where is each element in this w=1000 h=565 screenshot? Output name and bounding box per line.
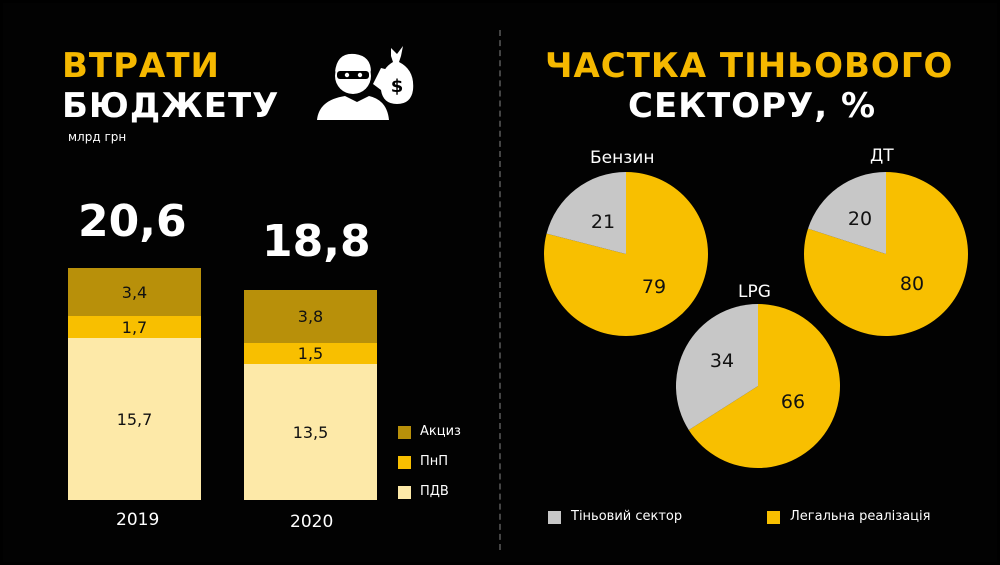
divider: [499, 30, 501, 550]
year-2020: 2020: [290, 512, 334, 532]
bar-2020-akcyz: 3,8: [244, 290, 377, 343]
thief-with-money-bag-icon: $: [317, 46, 414, 120]
pie-name-lpg: LPG: [738, 282, 771, 302]
unit-label: млрд грн: [68, 130, 127, 144]
pie-lpg-legal-slice: [688, 304, 840, 468]
pie-dt-shadow-value: 20: [848, 208, 872, 230]
pie-lpg-shadow-value: 34: [710, 350, 734, 372]
pie-name-benzyn: Бензин: [590, 148, 655, 168]
bar-2019-pnp: 1,7: [68, 316, 201, 338]
right-title-line2: СЕКТОРУ, %: [628, 86, 877, 126]
pie-dt-legal-value: 80: [900, 273, 924, 295]
bar-2020-pdv: 13,5: [244, 364, 377, 500]
bar-2020-pnp-label: 1,5: [297, 344, 324, 363]
legend-legal-swatch: [767, 511, 780, 524]
year-2019: 2019: [116, 510, 160, 530]
bar-2019-pnp-label: 1,7: [121, 317, 148, 337]
legend-legal-label: Легальна реалізація: [790, 509, 931, 524]
legend-pnp-swatch: [398, 456, 411, 469]
pie-benzyn-shadow-value: 21: [591, 211, 615, 233]
left-title-line2: БЮДЖЕТУ: [62, 86, 280, 126]
bar-2020-akcyz-label: 3,8: [297, 307, 324, 326]
pie-benzyn-shadow-slice: [546, 172, 626, 254]
legend-pnp-label: ПнП: [420, 454, 449, 469]
left-title-line1: ВТРАТИ: [62, 46, 220, 86]
pie-lpg-shadow-slice: [676, 304, 758, 430]
legend-akcyz-swatch: [398, 426, 411, 439]
bar-2020-pnp: 1,5: [244, 343, 377, 364]
bar-2019-akcyz: 3,4: [68, 268, 201, 316]
pie-name-dt: ДТ: [870, 146, 894, 166]
right-title-line1: ЧАСТКА ТІНЬОВОГО: [545, 46, 954, 86]
legend-pdv-swatch: [398, 486, 411, 499]
pie-benzyn-legal-value: 79: [642, 276, 666, 298]
total-2019: 20,6: [78, 196, 187, 247]
bar-2019-pdv-label: 15,7: [116, 409, 153, 429]
legend-shadow-label: Тіньовий сектор: [571, 509, 683, 524]
bar-2019-pdv: 15,7: [68, 338, 201, 500]
legend-akcyz-label: Акциз: [420, 424, 461, 439]
legend-shadow-swatch: [548, 511, 561, 524]
bar-2019-akcyz-label: 3,4: [121, 282, 148, 302]
pie-lpg-legal-value: 66: [781, 391, 805, 413]
legend-pdv-label: ПДВ: [420, 484, 449, 499]
pie-dt-shadow-slice: [808, 172, 886, 254]
total-2020: 18,8: [262, 216, 371, 267]
bar-2020-pdv-label: 13,5: [292, 422, 329, 442]
pie-benzyn-legal-slice: [544, 172, 708, 337]
svg-text:$: $: [391, 76, 404, 97]
